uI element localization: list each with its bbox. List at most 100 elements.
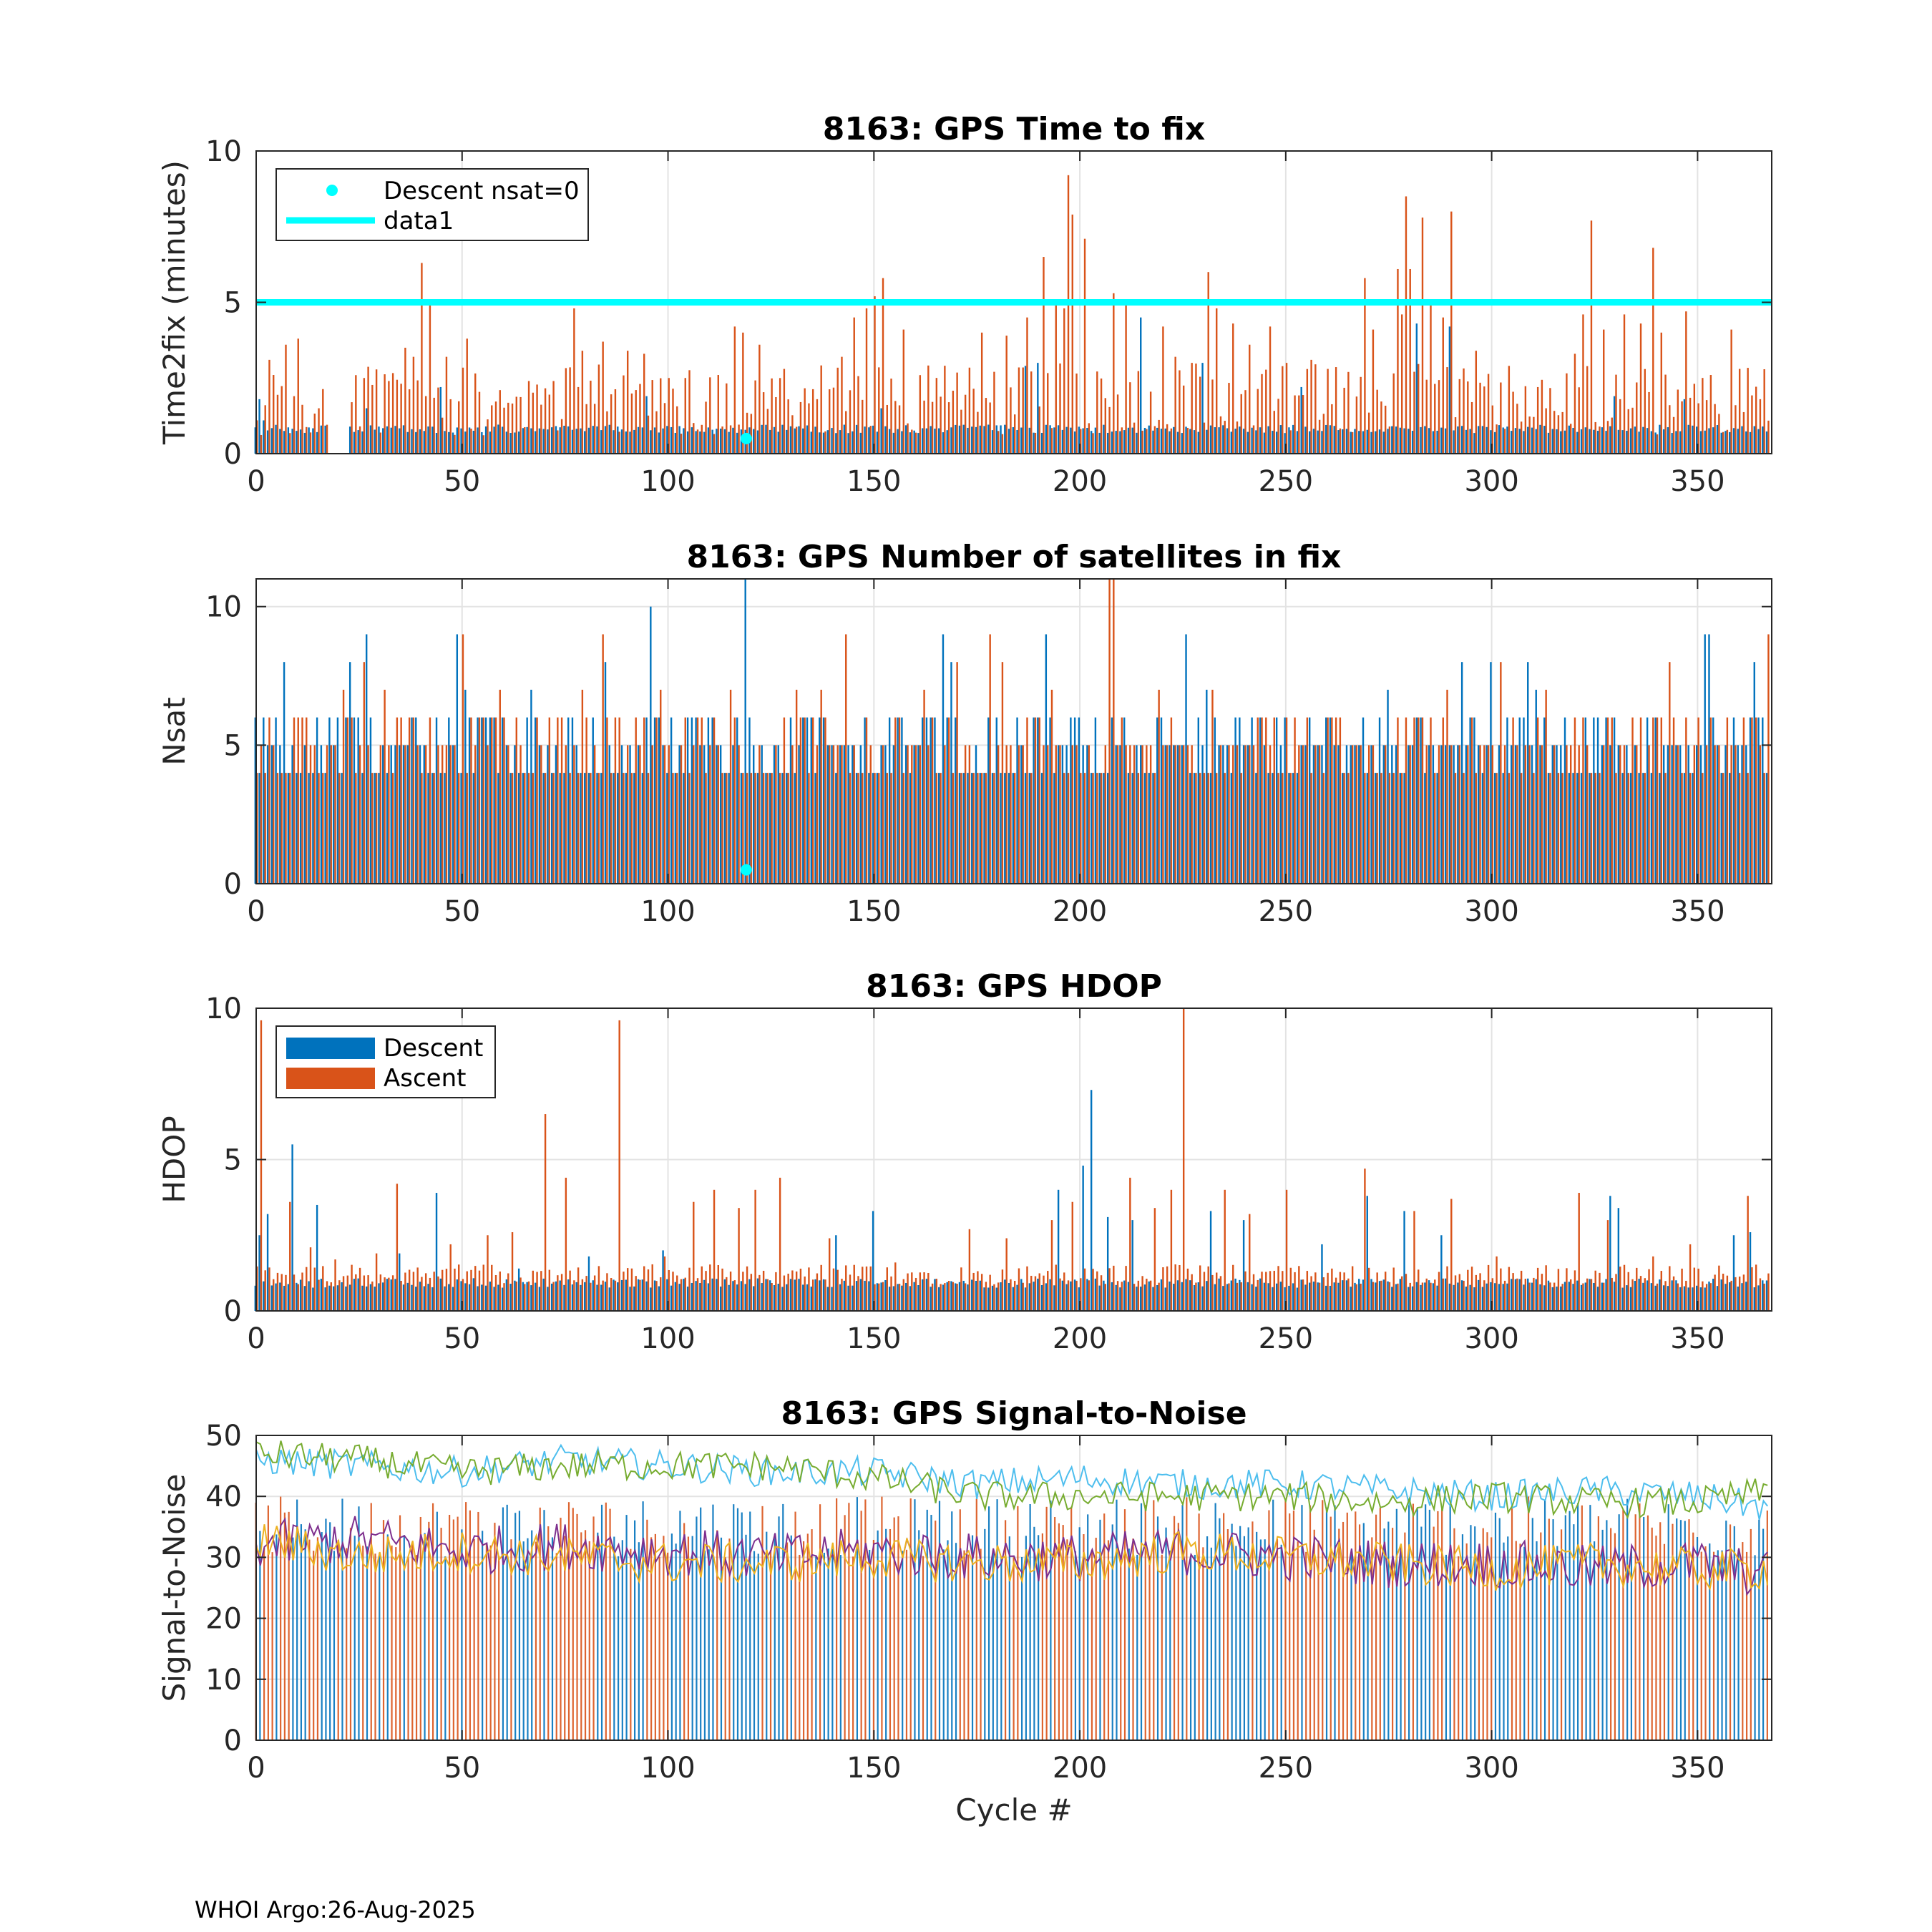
ascent-bar: [750, 414, 753, 454]
descent-bar: [550, 427, 553, 454]
ascent-bar: [1186, 1268, 1189, 1311]
descent-bar: [1395, 426, 1397, 454]
ascent-bar: [322, 1266, 324, 1311]
ascent-bar: [1656, 434, 1659, 454]
ascent-bar: [919, 745, 922, 884]
descent-bar: [1753, 1287, 1755, 1311]
ascent-bar: [989, 1274, 991, 1311]
ascent-bar: [1483, 745, 1485, 884]
descent-bar: [691, 1282, 693, 1311]
ascent-bar: [647, 415, 650, 454]
descent-bar: [1399, 1279, 1402, 1311]
descent-bar: [1629, 1287, 1632, 1311]
descent-bar: [468, 717, 471, 884]
descent-bar: [1098, 1285, 1101, 1311]
snr-bar: [551, 1537, 554, 1740]
descent-bar: [835, 773, 837, 884]
ascent-bar: [1569, 424, 1572, 454]
ascent-bar: [1541, 745, 1543, 884]
ascent-bar: [626, 745, 629, 884]
descent-bar: [328, 1285, 331, 1311]
ascent-bar: [663, 403, 666, 454]
descent-bar: [1580, 1284, 1583, 1311]
ascent-bar: [1018, 745, 1020, 884]
descent-bar: [1613, 1282, 1616, 1311]
descent-bar: [501, 717, 504, 884]
ascent-bar: [874, 1284, 876, 1311]
descent-bar: [559, 1280, 561, 1311]
descent-bar: [686, 717, 689, 884]
ascent-bar: [1735, 405, 1737, 454]
descent-bar: [1272, 1287, 1274, 1311]
ascent-bar: [1265, 369, 1267, 454]
descent-bar: [1634, 426, 1636, 454]
ascent-bar: [1322, 773, 1325, 884]
ascent-bar: [660, 378, 662, 454]
descent-bar: [452, 745, 454, 884]
descent-bar: [855, 773, 858, 884]
descent-bar: [365, 1286, 368, 1311]
descent-bar: [1057, 425, 1060, 454]
ascent-bar: [762, 773, 765, 884]
ascent-bar: [1430, 1282, 1432, 1311]
ascent-bar: [869, 1266, 872, 1311]
descent-bar: [1675, 1280, 1677, 1311]
descent-bar: [1518, 717, 1521, 884]
descent-bar: [806, 1284, 809, 1311]
ascent-bar: [1664, 374, 1667, 454]
ascent-bar: [985, 398, 987, 454]
ascent-bar: [1450, 745, 1453, 884]
descent-bar: [1469, 429, 1471, 454]
marker-descent-nsat0: [740, 864, 752, 876]
ascent-bar: [1216, 1272, 1218, 1311]
snr-bar: [860, 1511, 862, 1740]
ascent-bar: [494, 401, 497, 454]
ascent-bar: [1043, 257, 1045, 454]
ascent-bar: [1718, 745, 1720, 884]
ascent-bar: [832, 1268, 835, 1311]
snr-bar: [1243, 1536, 1246, 1740]
snr-bar: [1161, 1554, 1163, 1740]
descent-bar: [1152, 1287, 1154, 1311]
x-tick-label: 100: [640, 465, 695, 498]
ascent-bar: [762, 1270, 765, 1311]
ascent-bar: [358, 426, 361, 454]
ascent-bar: [914, 1277, 917, 1311]
ascent-bar: [1409, 745, 1411, 884]
ascent-bar: [367, 1275, 369, 1311]
descent-bar: [1008, 1283, 1010, 1311]
descent-bar: [584, 1282, 586, 1311]
ascent-bar: [898, 1284, 901, 1311]
ascent-bar: [1470, 401, 1473, 454]
ascent-bar: [779, 773, 781, 884]
descent-bar: [538, 1287, 541, 1311]
ascent-bar: [421, 263, 423, 454]
ascent-bar: [1146, 745, 1148, 884]
ascent-bar: [630, 773, 633, 884]
ascent-bar: [346, 717, 349, 884]
y-axis-label: Nsat: [157, 697, 192, 766]
ascent-bar: [907, 1273, 909, 1311]
snr-bar: [1297, 1541, 1299, 1740]
ascent-bar: [334, 745, 336, 884]
ascent-bar: [1100, 773, 1103, 884]
ascent-bar: [853, 1264, 855, 1311]
ascent-bar: [1302, 395, 1304, 454]
snr-bar: [1445, 1554, 1448, 1740]
ascent-bar: [1018, 367, 1020, 454]
ascent-bar: [791, 1270, 794, 1311]
descent-bar: [1033, 432, 1035, 454]
ascent-bar: [766, 1279, 769, 1311]
descent-bar: [617, 1282, 619, 1311]
ascent-bar: [573, 1280, 575, 1311]
descent-bar: [1696, 1285, 1698, 1311]
ascent-bar: [811, 717, 814, 884]
descent-bar: [604, 662, 607, 884]
snr-bar: [1404, 1532, 1406, 1740]
ascent-bar: [758, 745, 761, 884]
snr-bar: [1235, 1546, 1237, 1740]
ascent-bar: [1014, 414, 1016, 454]
descent-bar: [1724, 1284, 1727, 1311]
descent-bar: [1502, 1284, 1504, 1311]
ascent-bar: [1158, 1282, 1160, 1311]
